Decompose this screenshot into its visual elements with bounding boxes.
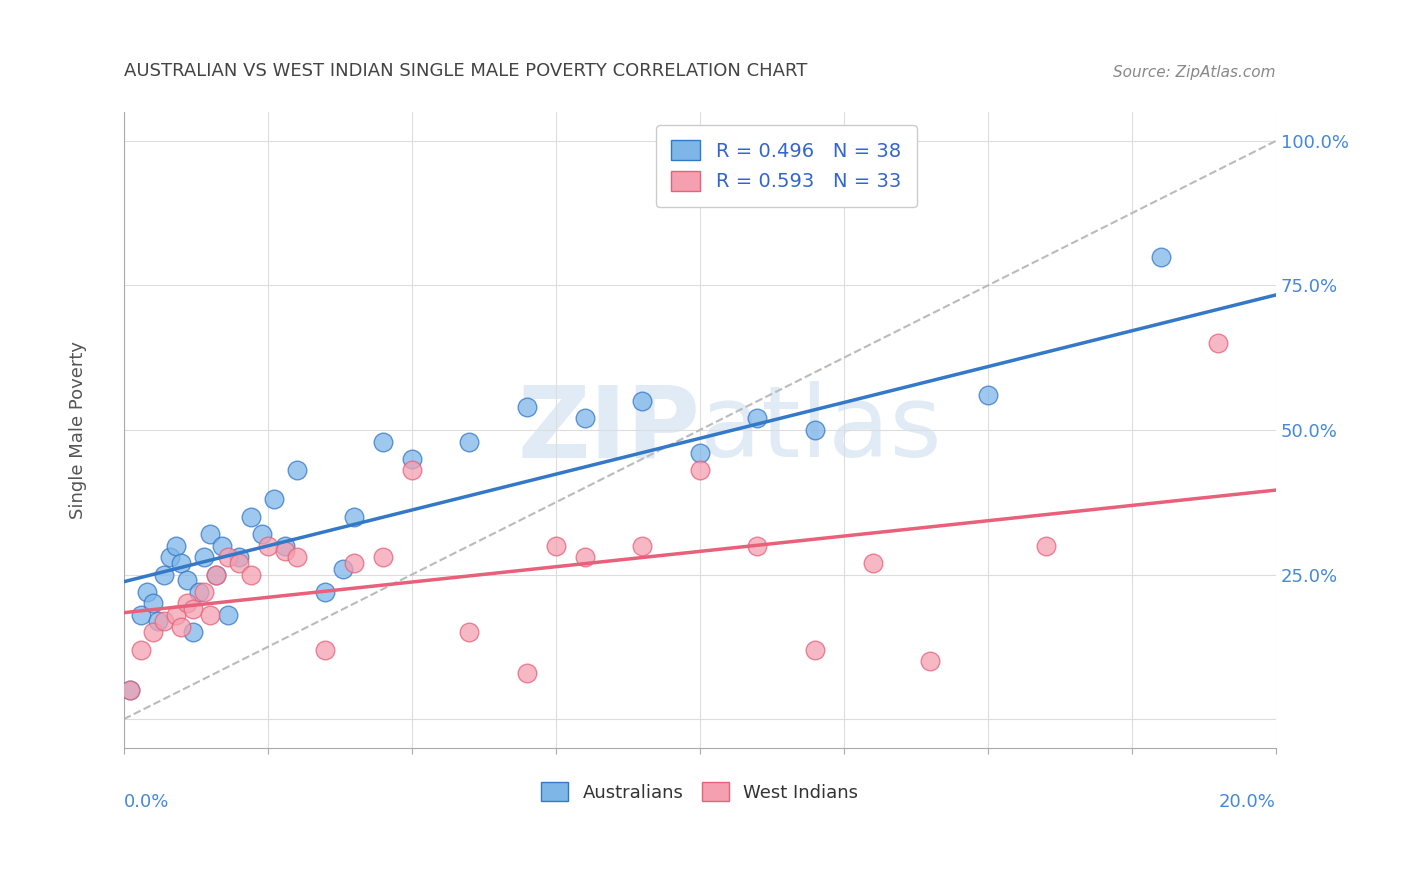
- Point: [170, 556, 193, 570]
- Point: [401, 463, 423, 477]
- Point: [274, 544, 297, 558]
- Point: [285, 463, 308, 477]
- Point: [181, 602, 204, 616]
- Text: Single Male Poverty: Single Male Poverty: [69, 341, 87, 519]
- Point: [228, 550, 250, 565]
- Point: [401, 451, 423, 466]
- Point: [217, 550, 239, 565]
- Point: [170, 619, 193, 633]
- Point: [371, 550, 394, 565]
- Point: [217, 608, 239, 623]
- Point: [631, 539, 654, 553]
- Text: AUSTRALIAN VS WEST INDIAN SINGLE MALE POVERTY CORRELATION CHART: AUSTRALIAN VS WEST INDIAN SINGLE MALE PO…: [124, 62, 807, 80]
- Point: [165, 608, 187, 623]
- Point: [544, 539, 567, 553]
- Point: [205, 567, 228, 582]
- Point: [1035, 539, 1057, 553]
- Point: [193, 550, 215, 565]
- Point: [193, 585, 215, 599]
- Point: [458, 434, 481, 449]
- Point: [165, 539, 187, 553]
- Point: [153, 567, 176, 582]
- Point: [343, 509, 366, 524]
- Point: [200, 608, 222, 623]
- Point: [176, 574, 198, 588]
- Point: [274, 539, 297, 553]
- Point: [314, 585, 336, 599]
- Text: ZIP: ZIP: [517, 382, 700, 478]
- Point: [142, 597, 165, 611]
- Text: 0.0%: 0.0%: [124, 793, 169, 811]
- Text: atlas: atlas: [700, 382, 942, 478]
- Point: [239, 567, 262, 582]
- Point: [920, 654, 942, 668]
- Point: [804, 423, 827, 437]
- Point: [343, 556, 366, 570]
- Point: [200, 527, 222, 541]
- Point: [176, 597, 198, 611]
- Point: [689, 463, 711, 477]
- Point: [239, 509, 262, 524]
- Point: [250, 527, 273, 541]
- Point: [148, 614, 170, 628]
- Point: [129, 642, 152, 657]
- Point: [332, 562, 354, 576]
- Point: [371, 434, 394, 449]
- Point: [574, 550, 596, 565]
- Point: [862, 556, 884, 570]
- Point: [256, 539, 278, 553]
- Point: [1208, 336, 1230, 351]
- Point: [285, 550, 308, 565]
- Point: [153, 614, 176, 628]
- Point: [631, 394, 654, 409]
- Point: [804, 642, 827, 657]
- Point: [747, 539, 769, 553]
- Point: [142, 625, 165, 640]
- Point: [118, 683, 141, 698]
- Point: [516, 665, 538, 680]
- Point: [458, 625, 481, 640]
- Point: [181, 625, 204, 640]
- Point: [159, 550, 181, 565]
- Text: 20.0%: 20.0%: [1219, 793, 1277, 811]
- Point: [516, 400, 538, 414]
- Point: [314, 642, 336, 657]
- Point: [977, 388, 1000, 402]
- Point: [228, 556, 250, 570]
- Legend: Australians, West Indians: Australians, West Indians: [534, 775, 866, 809]
- Point: [129, 608, 152, 623]
- Point: [574, 411, 596, 425]
- Text: Source: ZipAtlas.com: Source: ZipAtlas.com: [1114, 65, 1277, 80]
- Point: [747, 411, 769, 425]
- Point: [118, 683, 141, 698]
- Point: [205, 567, 228, 582]
- Point: [211, 539, 233, 553]
- Point: [689, 446, 711, 460]
- Point: [263, 492, 285, 507]
- Point: [187, 585, 209, 599]
- Point: [135, 585, 157, 599]
- Point: [1150, 250, 1173, 264]
